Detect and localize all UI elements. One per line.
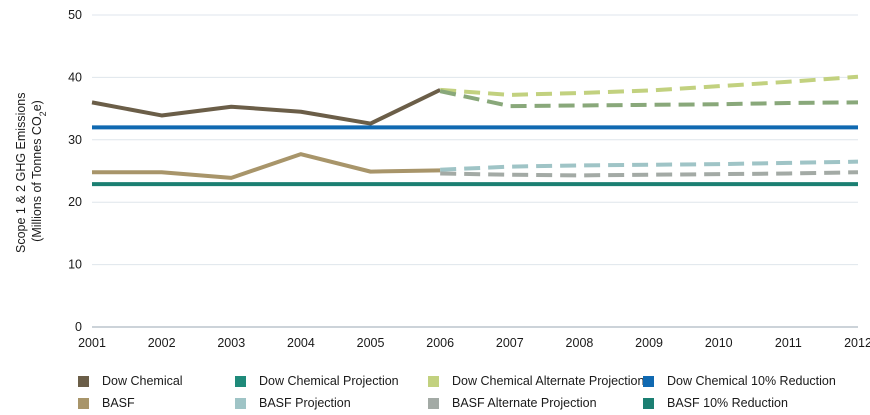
legend-swatch (428, 397, 439, 409)
x-tick-label: 2007 (496, 336, 524, 350)
y-axis-label-line1: Scope 1 & 2 GHG Emissions (14, 93, 28, 253)
legend-label: BASF (102, 396, 135, 410)
x-tick-label: 2010 (705, 336, 733, 350)
x-tick-label: 2009 (635, 336, 663, 350)
legend-item-basf-10-reduction: BASF 10% Reduction (643, 396, 868, 410)
legend-item-dow-chemical-alternate-projection: Dow Chemical Alternate Projection (428, 374, 645, 388)
y-tick-label: 10 (68, 258, 82, 272)
legend-swatch (235, 375, 246, 387)
series-line-dow-chemical-alternate-projection (440, 74, 859, 97)
x-tick-label: 2008 (566, 336, 594, 350)
y-tick-labels: 0 10 20 30 40 50 (68, 8, 82, 334)
y-tick-label: 0 (75, 320, 82, 334)
legend-label: Dow Chemical Alternate Projection (452, 374, 645, 388)
y-axis-label: Scope 1 & 2 GHG Emissions (Millions of T… (14, 89, 48, 253)
x-tick-label: 2004 (287, 336, 315, 350)
series-line-unlabeled-projection (439, 89, 859, 109)
emissions-line-chart: 0 10 20 30 40 50 2001 2002 2003 2004 2005 2006 2007… (14, 8, 870, 350)
legend-swatch (643, 375, 654, 387)
series-lines (91, 74, 859, 187)
y-tick-label: 40 (68, 70, 82, 84)
x-tick-labels: 2001 2002 2003 2004 2005 2006 2007 2008 2009 2010… (78, 336, 870, 350)
legend-swatch (235, 397, 246, 409)
x-tick-label: 2005 (357, 336, 385, 350)
legend-label: BASF 10% Reduction (667, 396, 788, 410)
series-line-basf (92, 152, 441, 180)
legend-label: Dow Chemical Projection (259, 374, 399, 388)
legend-label: BASF Projection (259, 396, 351, 410)
x-tick-label: 2012 (844, 336, 870, 350)
legend-label: Dow Chemical (102, 374, 183, 388)
legend-item-dow-chemical: Dow Chemical (78, 374, 235, 388)
legend-swatch (428, 375, 439, 387)
y-tick-label: 20 (68, 195, 82, 209)
legend-swatch (78, 375, 89, 387)
series-line-basf-alternate-projection (440, 170, 859, 178)
legend-item-dow-chemical-projection: Dow Chemical Projection (235, 374, 428, 388)
series-line-dow-chemical (91, 88, 442, 126)
legend-label: BASF Alternate Projection (452, 396, 597, 410)
y-tick-label: 50 (68, 8, 82, 22)
legend-swatch (643, 397, 654, 409)
x-tick-label: 2001 (78, 336, 106, 350)
legend-swatch (78, 397, 89, 409)
y-tick-label: 30 (68, 133, 82, 147)
series-line-basf-projection (440, 159, 859, 172)
x-tick-label: 2002 (148, 336, 176, 350)
grid-lines (92, 14, 858, 328)
legend-item-basf-alternate-projection: BASF Alternate Projection (428, 396, 643, 410)
x-tick-label: 2003 (217, 336, 245, 350)
x-tick-label: 2011 (775, 336, 802, 350)
x-tick-label: 2006 (426, 336, 454, 350)
legend-item-dow-chemical-10-reduction: Dow Chemical 10% Reduction (643, 374, 868, 388)
legend-label: Dow Chemical 10% Reduction (667, 374, 836, 388)
chart-legend: Dow Chemical Dow Chemical Projection Dow C… (78, 374, 868, 410)
y-axis-label-line2: (Millions of Tonnes CO2e) (30, 100, 48, 242)
legend-item-basf: BASF (78, 396, 235, 410)
legend-item-basf-projection: BASF Projection (235, 396, 428, 410)
